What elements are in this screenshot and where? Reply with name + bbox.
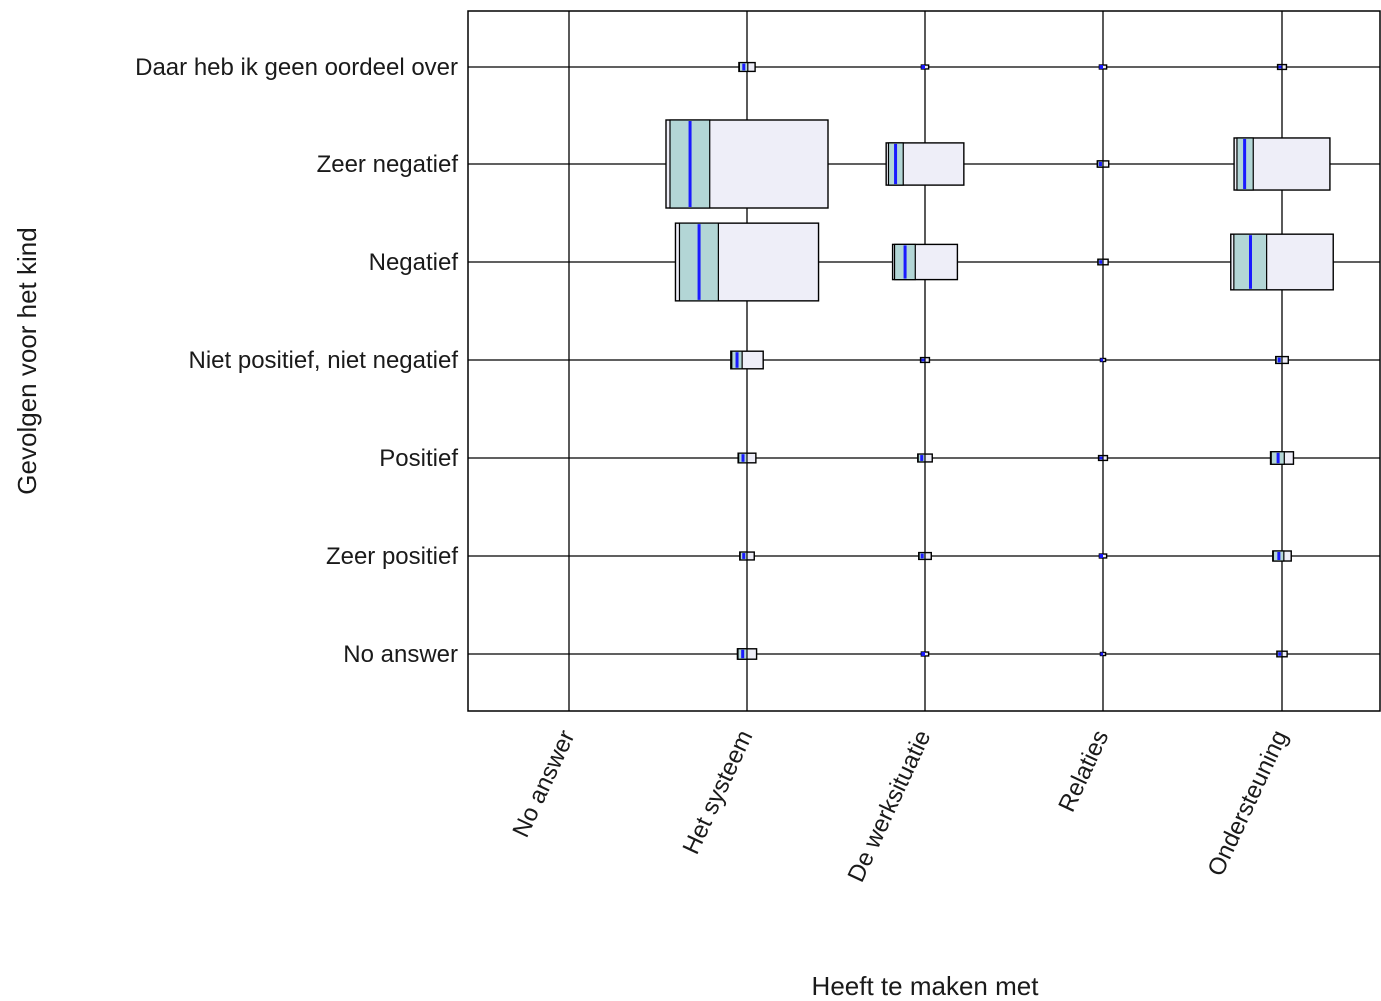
cell-marker <box>1100 652 1103 656</box>
mosaic-cell <box>920 651 930 657</box>
cell-marker <box>1099 554 1103 558</box>
y-tick-label: Negatief <box>369 249 459 276</box>
mosaic-cell <box>739 551 755 561</box>
mosaic-cell <box>738 61 756 73</box>
mosaic-cell <box>1097 258 1109 266</box>
mosaic-cell <box>1096 160 1110 168</box>
mosaic-cell <box>674 222 820 302</box>
cell-marker <box>921 652 925 656</box>
mosaic-cell <box>1099 357 1107 363</box>
mosaic-cell <box>885 142 965 186</box>
mosaic-cell <box>1098 64 1108 70</box>
cell-marker <box>1100 358 1103 362</box>
mosaic-cell <box>917 453 933 463</box>
mosaic-cell <box>1098 553 1108 559</box>
mosaic-cell <box>1233 137 1331 191</box>
mosaic-cell <box>920 64 930 70</box>
mosaic-cell <box>665 119 829 209</box>
mosaic-cell <box>918 551 932 561</box>
mosaic-cell <box>919 356 931 364</box>
mosaic-cell <box>1272 550 1292 562</box>
x-tick-label: Het systeem <box>678 726 759 858</box>
x-axis-title: Heeft te maken met <box>812 971 1040 1001</box>
mosaic-cell <box>1276 63 1288 71</box>
data-cells <box>665 61 1334 660</box>
mosaic-cell <box>1276 650 1288 658</box>
y-tick-label: Zeer positief <box>326 543 458 570</box>
mosaic-cell <box>1230 233 1334 291</box>
y-tick-label: Positief <box>379 445 458 472</box>
cell-marker <box>1099 65 1103 69</box>
x-tick-label: Ondersteuning <box>1202 726 1293 880</box>
y-tick-label: Daar heb ik geen oordeel over <box>135 54 458 81</box>
y-axis-title: Gevolgen voor het kind <box>12 227 42 494</box>
mosaic-cell <box>730 350 764 370</box>
y-tick-label: Zeer negatief <box>317 151 459 178</box>
mosaic-cell <box>1097 454 1109 462</box>
mosaic-cell <box>1099 651 1107 657</box>
y-tick-label: No answer <box>343 641 458 668</box>
plot-area <box>467 10 1381 712</box>
x-tick-labels: No answer Het systeem De werksituatie Relat… <box>507 726 1293 886</box>
mosaic-cell <box>737 452 757 464</box>
mosaic-cell <box>736 648 758 660</box>
x-tick-label: No answer <box>507 726 580 841</box>
mosaic-cell <box>1269 451 1295 465</box>
y-tick-labels: Daar heb ik geen oordeel over Zeer negati… <box>135 54 458 668</box>
y-tick-label: Niet positief, niet negatief <box>189 347 459 374</box>
cell-marker <box>921 65 925 69</box>
mosaic-cell <box>891 243 959 281</box>
x-tick-label: De werksituatie <box>843 726 937 886</box>
mosaic-cell <box>1275 355 1289 365</box>
x-tick-label: Relaties <box>1053 726 1114 816</box>
